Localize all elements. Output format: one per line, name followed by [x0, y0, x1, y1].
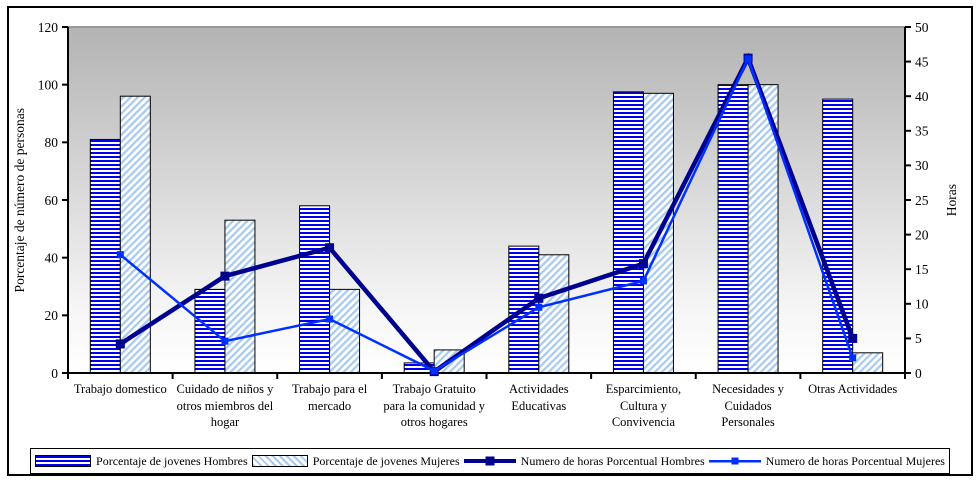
horas-mujeres-marker	[430, 367, 438, 375]
right-tick-label: 5	[915, 331, 922, 346]
left-tick-label: 100	[38, 77, 59, 92]
category-label: Trabajo Gratuito para la comunidad y otr…	[383, 382, 486, 429]
chart-border	[7, 6, 973, 476]
horas-hombres-marker	[220, 271, 230, 281]
left-tick-label: 20	[45, 308, 59, 323]
legend-label: Numero de horas Porcentual Mujeres	[765, 453, 945, 468]
bar	[194, 288, 226, 374]
legend: Porcentaje de jovenes Hombres Porcentaje…	[30, 448, 950, 474]
left-tick-label: 80	[45, 135, 59, 150]
horas-hombres-marker	[325, 243, 335, 253]
horas-mujeres-marker	[535, 303, 543, 311]
right-tick-label: 40	[915, 89, 929, 104]
right-tick-label: 45	[915, 54, 929, 69]
right-tick-label: 15	[915, 262, 929, 277]
hombres-bar-swatch-icon	[35, 455, 92, 467]
mujeres-bar-swatch-icon	[251, 455, 308, 467]
horas-mujeres-marker	[744, 55, 752, 63]
legend-label: Porcentaje de jovenes Hombres	[96, 453, 248, 468]
legend-item-porcentaje-hombres: Porcentaje de jovenes Hombres	[35, 454, 248, 469]
category-labels: Trabajo domestico Cuidado de niños y otro…	[68, 381, 905, 439]
bar	[538, 254, 570, 374]
bar	[612, 91, 644, 374]
legend-item-horas-mujeres: Numero de horas Porcentual Mujeres	[708, 453, 945, 469]
category-label: Trabajo para el mercado	[291, 382, 368, 413]
horas-mujeres-marker	[221, 337, 229, 345]
bar	[717, 84, 749, 374]
bars-hombres	[89, 84, 854, 374]
horas-mujeres-marker	[326, 315, 334, 323]
hombres-line-swatch-icon	[463, 455, 516, 467]
right-tick-label: 0	[915, 366, 922, 381]
horas-hombres-line	[119, 52, 855, 375]
horas-mujeres-marker	[849, 354, 857, 362]
mujeres-line-swatch-icon	[708, 455, 761, 467]
legend-item-porcentaje-mujeres: Porcentaje de jovenes Mujeres	[251, 453, 460, 469]
horas-mujeres-marker	[639, 277, 647, 285]
axes: 0 20 40 60 80 100 120 0 5 10 15 20 25 30 35 40 45 50	[38, 20, 929, 381]
right-tick-label: 25	[915, 193, 929, 208]
horas-mujeres-line	[119, 55, 854, 373]
category-label: Esparcimiento, Cultura y Convivencia	[605, 382, 682, 429]
left-tick-label: 40	[45, 250, 59, 265]
category-label: Otras Actividades	[808, 382, 898, 396]
right-tick-label: 20	[915, 227, 929, 242]
bar	[224, 219, 256, 374]
bar	[299, 205, 331, 374]
horas-mujeres-marker	[116, 251, 124, 259]
right-tick-label: 30	[915, 158, 929, 173]
horas-hombres-marker	[115, 339, 125, 349]
right-axis-title-text: Horas	[944, 183, 959, 217]
legend-label: Numero de horas Porcentual Hombres	[520, 453, 705, 468]
horas-hombres-marker	[638, 259, 648, 269]
right-tick-label: 35	[915, 124, 929, 139]
category-label: Trabajo domestico	[73, 382, 167, 396]
right-axis-title: Horas	[940, 27, 964, 373]
horas-hombres-marker	[848, 333, 858, 343]
left-axis-title: Porcentaje de número de personas	[8, 27, 32, 373]
right-tick-label: 50	[915, 20, 929, 35]
category-label: Cuidado de niños y otros miembros del ho…	[176, 382, 274, 429]
horas-hombres-marker	[534, 293, 544, 303]
category-label: Actividades Educativas	[508, 382, 569, 413]
legend-label: Porcentaje de jovenes Mujeres	[312, 453, 460, 468]
left-axis-title-text: Porcentaje de número de personas	[12, 107, 27, 293]
right-tick-label: 10	[915, 297, 929, 312]
legend-item-horas-hombres: Numero de horas Porcentual Hombres	[463, 453, 705, 469]
left-tick-label: 120	[38, 20, 59, 35]
left-tick-label: 0	[51, 366, 58, 381]
horas-mujeres-series	[116, 55, 857, 375]
left-tick-label: 60	[45, 193, 59, 208]
category-label: Necesidades y Cuidados Personales	[712, 382, 784, 429]
